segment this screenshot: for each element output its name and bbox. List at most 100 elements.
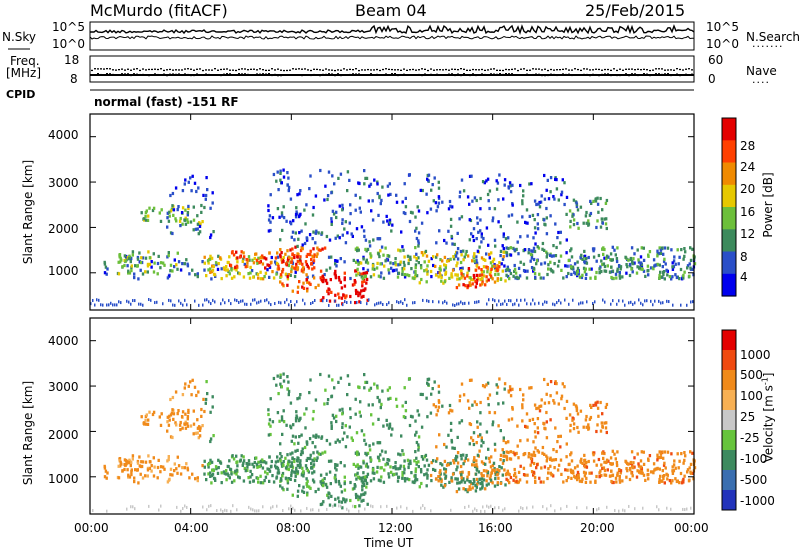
power-noise: [100, 303, 102, 307]
power-cell: [208, 257, 212, 261]
velocity-cell: [489, 465, 493, 469]
freq-dot: [583, 68, 585, 70]
power-cell: [553, 197, 556, 201]
velocity-noise: [92, 508, 94, 512]
power-cell: [209, 267, 212, 271]
power-cell: [365, 249, 368, 253]
velocity-cell: [267, 422, 271, 426]
power-cell: [437, 186, 441, 190]
velocity-cell: [570, 476, 573, 480]
power-cell: [272, 172, 276, 177]
power-cell: [375, 266, 379, 270]
power-cell: [287, 185, 291, 189]
velocity-cell: [486, 396, 490, 401]
power-cell: [407, 261, 410, 266]
velocity-cell: [296, 494, 299, 498]
velocity-cell: [294, 471, 297, 475]
power-cell: [195, 189, 198, 194]
power-cell: [536, 259, 539, 263]
power-cell: [301, 247, 304, 251]
power-cell: [438, 229, 441, 233]
velocity-cell: [380, 475, 383, 479]
velocity-cell: [319, 372, 322, 377]
velocity-cell: [440, 483, 443, 487]
power-cell: [656, 254, 659, 258]
power-noise: [350, 300, 352, 304]
velocity-cell: [330, 421, 333, 425]
power-cell: [426, 177, 429, 181]
velocity-cell: [501, 461, 505, 465]
velocity-cell: [576, 474, 579, 478]
velocity-cell: [473, 400, 477, 404]
velocity-cell: [543, 422, 546, 426]
power-cell: [482, 270, 485, 274]
power-noise: [582, 301, 584, 305]
freq-dot: [268, 69, 270, 72]
power-cell: [357, 271, 360, 275]
velocity-cell: [503, 387, 506, 391]
power-cell: [506, 265, 509, 269]
velocity-cell: [572, 402, 576, 406]
freq-dot: [685, 68, 687, 70]
power-cell: [343, 260, 346, 264]
power-noise: [578, 302, 580, 306]
velocity-noise: [586, 506, 588, 510]
velocity-noise: [396, 506, 398, 510]
nsky-line: [89, 24, 695, 35]
freq-dot: [535, 68, 537, 70]
velocity-noise: [310, 508, 312, 512]
power-cell: [286, 259, 290, 263]
velocity-cell: [437, 384, 440, 388]
power-noise: [202, 303, 204, 307]
power-cell: [357, 294, 360, 298]
velocity-cell: [554, 426, 557, 430]
velocity-cell: [515, 479, 518, 483]
freq-dot: [589, 69, 591, 71]
velocity-cell: [153, 465, 156, 469]
power-cell: [362, 279, 366, 283]
power-cell: [435, 209, 438, 213]
power-cell: [460, 178, 464, 182]
power-cell: [289, 222, 293, 226]
power-cell: [305, 262, 308, 267]
power-cell: [447, 207, 451, 211]
power-cell: [619, 265, 623, 269]
power-cell: [249, 271, 252, 275]
velocity-cell: [583, 453, 586, 457]
power-cell: [593, 247, 596, 251]
freq-dot: [664, 69, 666, 71]
velocity-cell: [196, 431, 199, 435]
power-cell: [508, 181, 512, 185]
power-cell: [462, 249, 465, 253]
power-cell: [218, 256, 222, 260]
power-cell: [406, 273, 409, 277]
power-cell: [128, 254, 131, 258]
power-cell: [346, 170, 350, 174]
power-noise: [474, 300, 476, 304]
velocity-cell: [599, 400, 602, 405]
nsearch-dots: ·······: [752, 40, 784, 53]
power-cell: [511, 183, 514, 187]
power-cell: [590, 267, 593, 271]
power-cell: [246, 258, 250, 262]
power-cell: [414, 215, 417, 219]
power-cbar-tick-28: 28: [740, 139, 756, 153]
power-cell: [459, 249, 463, 254]
velocity-noise: [220, 508, 222, 512]
power-cell: [577, 226, 580, 230]
power-noise: [552, 302, 554, 306]
power-cell: [123, 254, 127, 258]
power-cell: [554, 222, 557, 226]
velocity-cell: [289, 477, 292, 481]
velocity-cell: [148, 410, 151, 414]
power-cell: [311, 274, 315, 278]
velocity-cell: [174, 390, 178, 394]
velocity-cell: [429, 411, 433, 415]
velocity-cell: [362, 475, 365, 479]
power-cell: [290, 257, 293, 261]
velocity-cell: [536, 417, 540, 421]
freq-dot: [658, 68, 660, 70]
power-cell: [670, 248, 673, 252]
freq-dot: [565, 68, 567, 70]
velocity-cell: [308, 437, 312, 441]
